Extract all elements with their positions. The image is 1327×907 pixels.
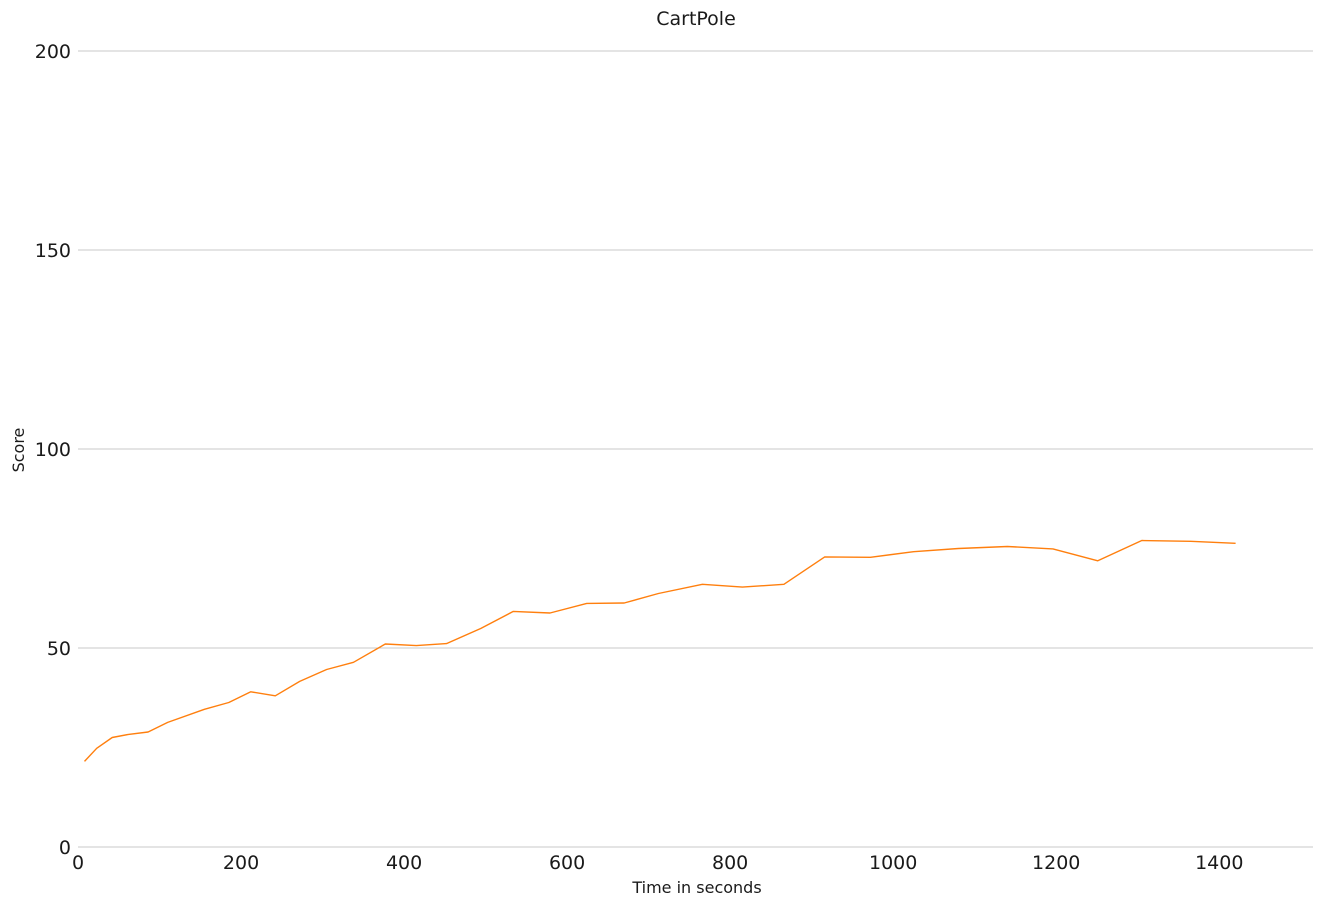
- x-tick-label: 200: [223, 852, 259, 874]
- y-tick-label: 200: [35, 41, 71, 63]
- series-line-0: [83, 539, 1236, 762]
- x-axis-label: Time in seconds: [631, 878, 761, 897]
- grid-lines: [78, 50, 1313, 649]
- y-tick-labels: 0 50 100 150 200: [35, 41, 71, 859]
- x-tick-label: 600: [549, 852, 585, 874]
- y-tick-label: 100: [35, 439, 71, 461]
- series-layer: [83, 539, 1236, 762]
- y-axis-label: Score: [9, 428, 28, 473]
- x-tick-label: 1400: [1195, 852, 1243, 874]
- x-tick-label: 800: [712, 852, 748, 874]
- x-tick-label: 400: [386, 852, 422, 874]
- chart-title: CartPole: [656, 8, 736, 30]
- x-tick-label: 1200: [1032, 852, 1080, 874]
- y-tick-label: 0: [59, 837, 71, 859]
- x-tick-label: 1000: [869, 852, 917, 874]
- x-tick-label: 0: [72, 852, 84, 874]
- x-tick-labels: 0 200 400 600 800 1000 1200 1400: [72, 852, 1243, 874]
- y-tick-label: 50: [47, 638, 71, 660]
- y-tick-label: 150: [35, 240, 71, 262]
